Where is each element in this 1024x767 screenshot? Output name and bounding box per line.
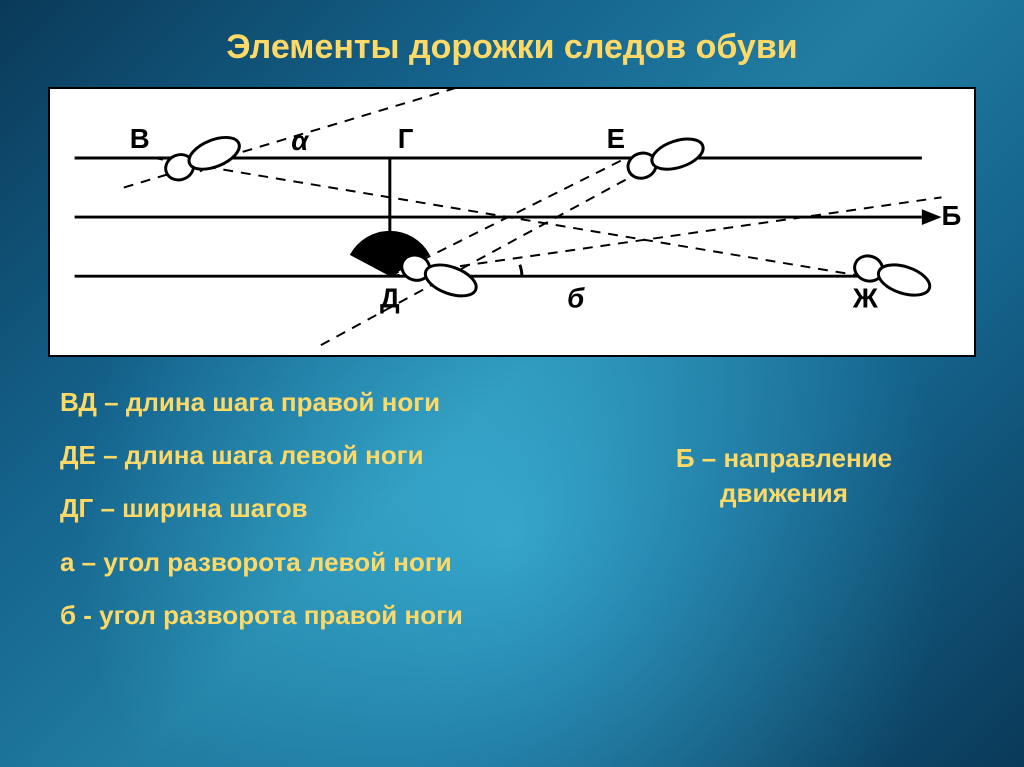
legend-item: движения [604, 478, 964, 509]
page-title: Элементы дорожки следов обуви [0, 0, 1024, 87]
footprint-diagram: В Г Е Б Д Жα б [48, 87, 976, 357]
svg-text:Е: Е [607, 123, 625, 154]
legend-item: ДГ – ширина шагов [60, 493, 604, 524]
svg-text:б: б [567, 283, 585, 314]
svg-text:В: В [130, 123, 150, 154]
svg-text:Г: Г [398, 123, 414, 154]
legend-item: ВД – длина шага правой ноги [60, 387, 604, 418]
legend-item: б - угол разворота правой ноги [60, 600, 604, 631]
legend-item: Б – направление [604, 443, 964, 474]
legend-right-column: Б – направление движения [604, 443, 964, 513]
legend: ВД – длина шага правой ноги ДЕ – длина ш… [60, 387, 964, 653]
legend-item: ДЕ – длина шага левой ноги [60, 440, 604, 471]
diagram-svg: В Г Е Б Д Жα б [50, 89, 974, 355]
svg-text:Б: Б [942, 200, 962, 231]
legend-item: а – угол разворота левой ноги [60, 547, 604, 578]
svg-text:Д: Д [380, 283, 400, 314]
svg-text:Ж: Ж [852, 283, 879, 314]
legend-left-column: ВД – длина шага правой ноги ДЕ – длина ш… [60, 387, 604, 653]
svg-text:α: α [291, 125, 310, 156]
